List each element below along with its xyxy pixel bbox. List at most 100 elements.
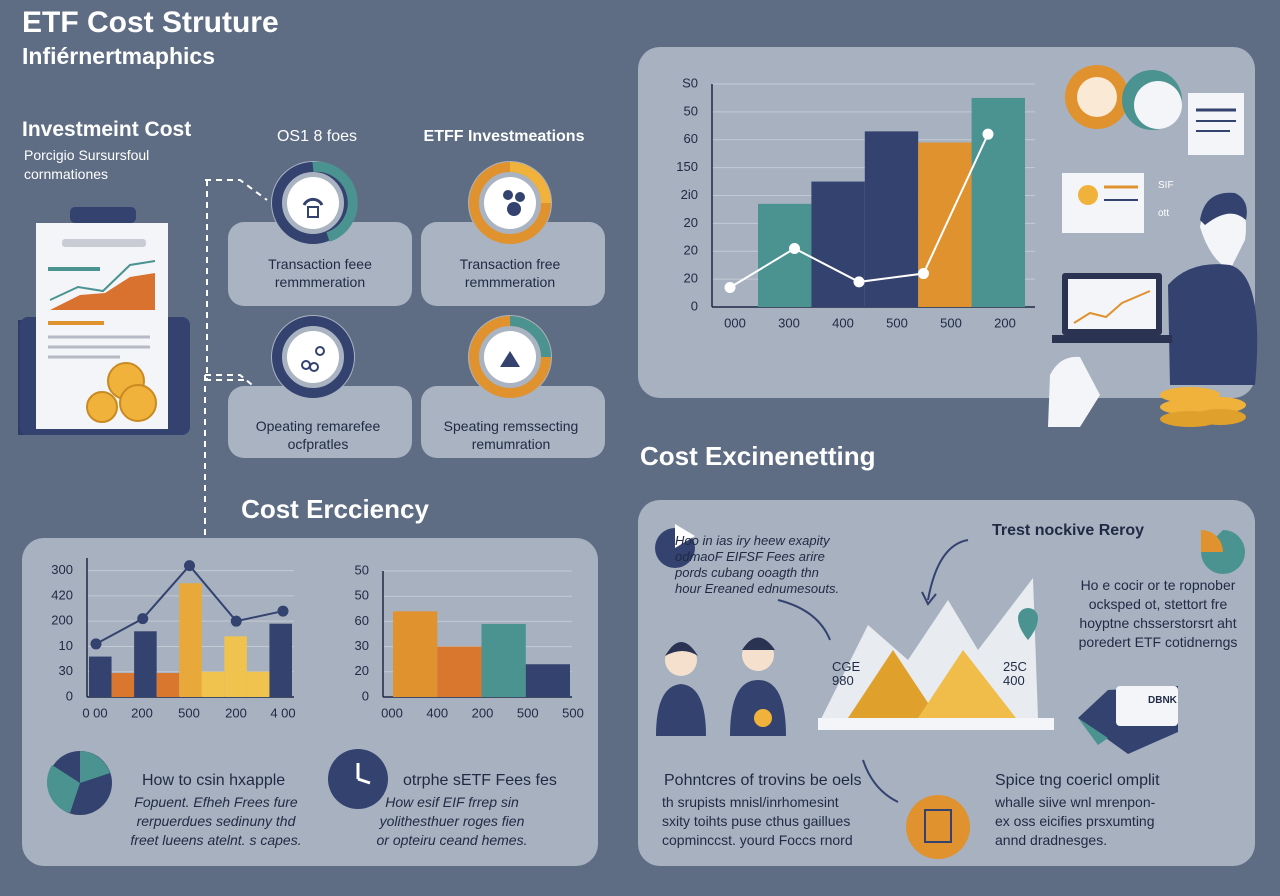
bar: [201, 671, 225, 697]
x-tick-label: 200: [472, 705, 494, 720]
x-tick-label: 200: [131, 705, 153, 720]
y-tick-label: 200: [51, 613, 73, 628]
note-title: Spice tng coericl omplit: [995, 772, 1160, 789]
card-text: Opeating remarefee ocfpratles: [256, 417, 381, 453]
line-marker: [90, 638, 102, 650]
bar: [393, 611, 438, 697]
bar: [525, 664, 570, 697]
x-tick-label: 200: [225, 705, 247, 720]
clipboard-illustration: [18, 207, 263, 575]
bar: [246, 671, 270, 697]
x-tick-label: 500: [562, 705, 584, 720]
intro-line: pords cubang ooagth thn: [675, 565, 819, 580]
y-tick-label: 20: [684, 215, 698, 230]
side-tag: ott: [1158, 208, 1170, 219]
x-tick-label: 500: [517, 705, 539, 720]
y-tick-label: S0: [682, 75, 698, 90]
y-tick-label: 420: [51, 587, 73, 602]
bar: [481, 623, 526, 697]
y-tick-label: 20: [355, 663, 369, 678]
bar: [89, 656, 112, 697]
note-line: ex oss eicifies prsxumting: [995, 813, 1155, 829]
line-marker: [277, 605, 289, 617]
card-rings: [271, 161, 552, 399]
line-marker: [724, 281, 736, 293]
card-label: DBNK: [1148, 695, 1177, 706]
note-line: copminccst. yourd Foccs rnord: [662, 832, 853, 848]
note-icons: [46, 749, 388, 815]
card-line: remmmeration: [274, 274, 366, 290]
line-marker: [184, 560, 195, 572]
note-text: Fopuent. Efheh Frees fure rerpuerdues sed…: [130, 793, 301, 850]
note-text: whalle siive wnl mrenpon-ex oss eicifies…: [995, 793, 1155, 850]
line-marker: [982, 128, 994, 140]
bar: [811, 181, 865, 307]
card-line: Opeating remarefee: [255, 418, 381, 434]
card-line: ocfpratles: [287, 436, 349, 452]
peak-line: 400: [1003, 673, 1025, 688]
line-marker: [137, 613, 149, 625]
chart: 0 30 10 200 420 300 0 00 200 500 200 4 00 0 20 30 60 50…: [51, 558, 584, 720]
title: ETF Cost Struture: [22, 6, 279, 39]
note-line: yolithesthuer roges fien: [379, 813, 525, 829]
x-tick-label: 4 00: [270, 705, 295, 720]
y-tick-label: 0: [691, 298, 698, 313]
section-title: Cost Ercciency: [241, 494, 429, 524]
card-line: Speating remssecting: [443, 418, 579, 434]
y-tick-label: 30: [355, 638, 369, 653]
peak-line: 980: [832, 673, 854, 688]
peak-label: CGE 980: [832, 660, 860, 688]
intro-line: Porcigio Sursursfoul: [24, 147, 150, 163]
card-text: Transaction free remmmeration: [460, 255, 561, 291]
side-line: Ho e cocir or te ropnober: [1080, 577, 1236, 593]
note-line: rerpuerdues sedinuny thd: [136, 813, 296, 829]
line-marker: [230, 615, 242, 627]
card-line: remmmeration: [464, 274, 556, 290]
note-line: whalle siive wnl mrenpon-: [995, 794, 1156, 810]
bar: [134, 631, 157, 697]
note-line: Fopuent. Efheh Frees fure: [134, 794, 298, 810]
y-tick-label: 50: [684, 103, 698, 118]
y-tick-label: 0: [362, 688, 369, 703]
note-line: th srupists mnisl/inrhomesint: [662, 794, 839, 810]
note-line: How esif EIF frrep sin: [385, 794, 519, 810]
x-tick-label: 000: [381, 705, 403, 720]
column-label: ETFF Investmeations: [423, 128, 585, 145]
intro-line: cornmationes: [24, 166, 109, 182]
line-marker: [918, 268, 929, 280]
line-marker: [789, 242, 800, 254]
bar: [971, 97, 1025, 307]
peak-label: 25C 400: [1003, 660, 1027, 688]
note-line: freet lueens atelnt. s capes.: [130, 832, 302, 848]
y-tick-label: 60: [684, 131, 698, 146]
bar: [918, 142, 972, 307]
y-tick-label: 10: [59, 638, 73, 653]
note-title: otrphe sETF Fees fes: [403, 772, 557, 789]
intro-line: hour Ereaned ednumesouts.: [675, 581, 840, 596]
panel: [22, 538, 598, 866]
x-tick-label: 000: [724, 315, 746, 330]
side-tag: SIF: [1158, 180, 1174, 191]
side-line: ocksped ot, stettort fre: [1088, 596, 1228, 612]
bar: [156, 672, 180, 697]
bar: [111, 672, 135, 697]
card-text: Speating remssecting remumration: [444, 417, 579, 453]
netting-chart-title: Trest nockive Reroy: [992, 522, 1145, 539]
section-title: Cost Excinenetting: [640, 441, 876, 471]
card-line: Transaction free: [459, 256, 561, 272]
note-line: sxity toihts puse cthus gaillues: [662, 813, 851, 829]
chart: 0 20 20 20 2i0 150 60 50 S0 000 300 400 500 500 200: [676, 75, 1035, 330]
line-marker: [853, 276, 865, 288]
x-tick-label: 500: [178, 705, 200, 720]
y-tick-label: 50: [355, 562, 369, 577]
connector: [205, 179, 268, 381]
y-tick-label: 20: [684, 243, 698, 258]
note-title: How to csin hxapple: [142, 772, 286, 789]
card-line: Transaction feee: [268, 256, 372, 272]
x-tick-label: 0 00: [82, 705, 107, 720]
bar: [437, 646, 482, 697]
x-tick-label: 300: [778, 315, 800, 330]
person-illustration: [1048, 65, 1258, 427]
x-tick-label: 400: [426, 705, 448, 720]
